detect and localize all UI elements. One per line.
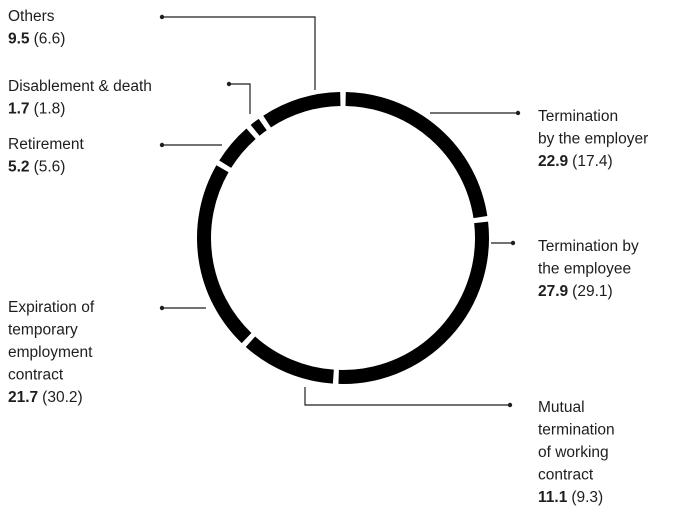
category-label: Disablement & death xyxy=(8,78,152,95)
leader-line xyxy=(229,83,251,114)
value-label: 1.7 xyxy=(8,101,30,118)
category-label: by the employer xyxy=(538,131,648,148)
previous-value-label: (5.6) xyxy=(34,159,66,176)
previous-value-label: (1.8) xyxy=(34,101,66,118)
category-label: Termination by xyxy=(538,238,639,255)
donut-segment xyxy=(338,221,489,384)
value-label: 11.1 xyxy=(538,489,568,506)
donut-segment xyxy=(250,118,267,136)
category-label: termination xyxy=(538,422,615,439)
donut-segment xyxy=(219,128,256,169)
value-line: 22.9 (17.4) xyxy=(538,153,613,170)
leader-line xyxy=(304,387,510,406)
leader-dot xyxy=(510,240,516,246)
leader-dot xyxy=(515,110,521,116)
donut-segment xyxy=(345,92,488,219)
value-label: 5.2 xyxy=(8,159,30,176)
leader-dot xyxy=(159,142,165,148)
value-label: 27.9 xyxy=(538,283,569,300)
category-label: Expiration of xyxy=(8,299,95,316)
leader-dot xyxy=(159,14,165,20)
category-label: the employee xyxy=(538,261,631,278)
value-line: 27.9 (29.1) xyxy=(538,283,613,300)
previous-value-label: (17.4) xyxy=(572,153,613,170)
category-label: of working xyxy=(538,444,609,461)
category-label: employment xyxy=(8,344,93,361)
leader-dot xyxy=(159,305,165,311)
value-line: 21.7 (30.2) xyxy=(8,389,83,406)
category-label: temporary xyxy=(8,322,78,339)
value-label: 9.5 xyxy=(8,31,30,48)
leader-dot xyxy=(226,81,232,87)
category-label: Others xyxy=(8,8,55,25)
donut-segment xyxy=(197,165,252,344)
previous-value-label: (30.2) xyxy=(42,389,83,406)
value-label: 22.9 xyxy=(538,153,569,170)
value-line: 11.1 (9.3) xyxy=(538,489,603,506)
previous-value-label: (6.6) xyxy=(34,31,66,48)
category-label: contract xyxy=(8,367,64,384)
donut-segment xyxy=(245,336,334,384)
leader-line xyxy=(162,16,316,90)
leader-dot xyxy=(507,402,513,408)
value-line: 1.7 (1.8) xyxy=(8,101,65,118)
category-label: Termination xyxy=(538,108,618,125)
previous-value-label: (9.3) xyxy=(571,489,603,506)
category-label: Mutual xyxy=(538,399,585,416)
value-line: 5.2 (5.6) xyxy=(8,159,65,176)
category-label: contract xyxy=(538,467,594,484)
previous-value-label: (29.1) xyxy=(572,283,613,300)
category-label: Retirement xyxy=(8,136,84,153)
value-label: 21.7 xyxy=(8,389,38,406)
value-line: 9.5 (6.6) xyxy=(8,31,65,48)
donut-segment xyxy=(263,92,341,128)
